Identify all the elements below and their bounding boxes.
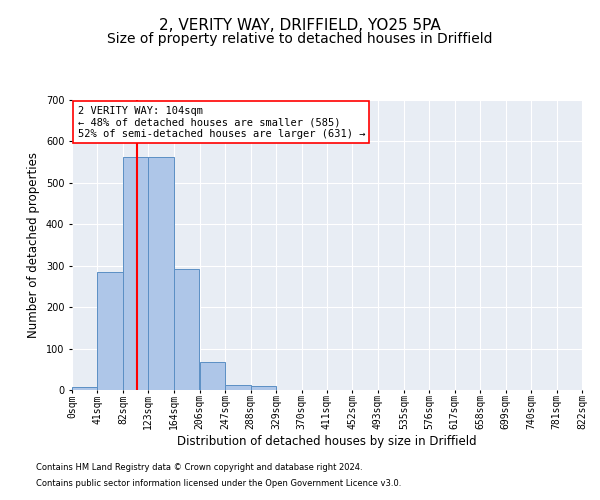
Bar	[200, 362, 225, 390]
Bar	[72, 386, 97, 390]
Bar	[97, 272, 123, 390]
Bar	[174, 268, 199, 390]
Text: 2 VERITY WAY: 104sqm
← 48% of detached houses are smaller (585)
52% of semi-deta: 2 VERITY WAY: 104sqm ← 48% of detached h…	[77, 106, 365, 139]
Text: Contains public sector information licensed under the Open Government Licence v3: Contains public sector information licen…	[36, 478, 401, 488]
X-axis label: Distribution of detached houses by size in Driffield: Distribution of detached houses by size …	[177, 435, 477, 448]
Bar	[225, 384, 251, 390]
Text: Size of property relative to detached houses in Driffield: Size of property relative to detached ho…	[107, 32, 493, 46]
Bar	[148, 157, 174, 390]
Text: 2, VERITY WAY, DRIFFIELD, YO25 5PA: 2, VERITY WAY, DRIFFIELD, YO25 5PA	[159, 18, 441, 32]
Y-axis label: Number of detached properties: Number of detached properties	[28, 152, 40, 338]
Bar	[123, 157, 148, 390]
Bar	[251, 386, 276, 390]
Text: Contains HM Land Registry data © Crown copyright and database right 2024.: Contains HM Land Registry data © Crown c…	[36, 464, 362, 472]
